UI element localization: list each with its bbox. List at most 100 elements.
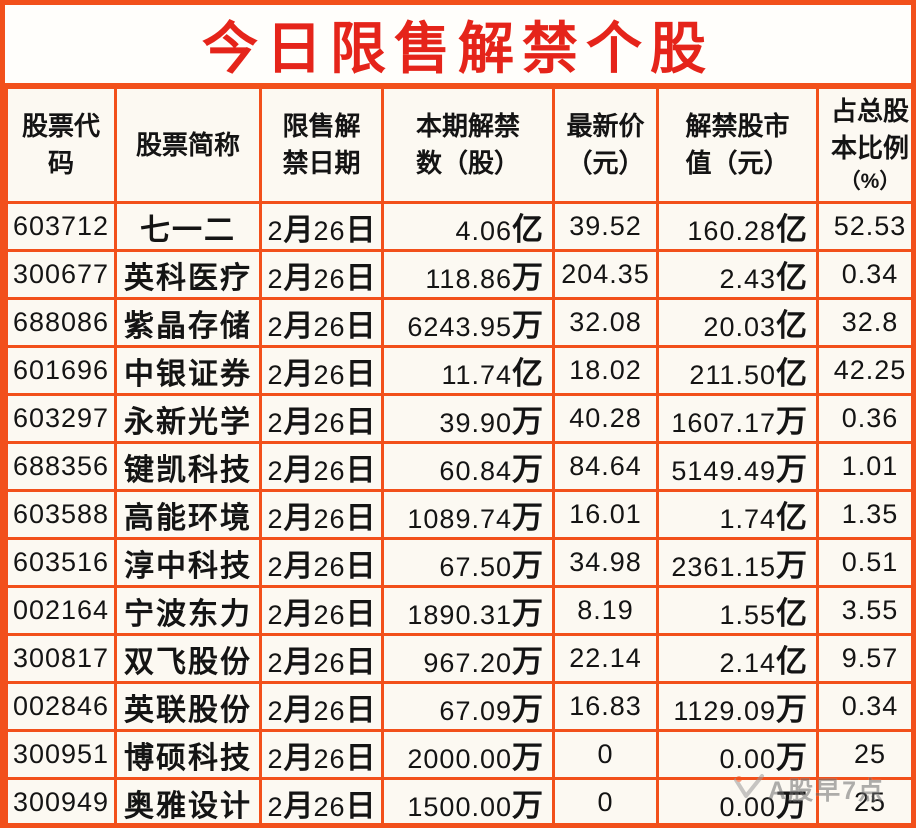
table-row: 603588 高能环境 2月26日 1089.74万 16.01 1.74亿 1…: [5, 489, 911, 540]
unlock-shares-cell: 60.84万: [381, 441, 555, 492]
pct-cell: 3.55: [816, 585, 911, 636]
unlock-shares-cell: 6243.95万: [381, 297, 555, 348]
table-row: 688086 紫晶存储 2月26日 6243.95万 32.08 20.03亿 …: [5, 297, 911, 348]
unlock-date-cell: 2月26日: [259, 393, 384, 444]
stock-name-cell: 博硕科技: [114, 729, 262, 780]
unlock-shares-cell: 4.06亿: [381, 201, 555, 252]
column-header-3: 本期解禁 数（股）: [381, 86, 555, 204]
table-row: 603297 永新光学 2月26日 39.90万 40.28 1607.17万 …: [5, 393, 911, 444]
latest-price-cell: 18.02: [552, 345, 659, 396]
stock-name-cell: 高能环境: [114, 489, 262, 540]
market-value-cell: 0.00万: [656, 729, 819, 780]
column-header-0: 股票代码: [5, 86, 117, 204]
unlock-date-cell: 2月26日: [259, 297, 384, 348]
unlock-shares-cell: 11.74亿: [381, 345, 555, 396]
stock-name-cell: 宁波东力: [114, 585, 262, 636]
pct-cell: 42.25: [816, 345, 911, 396]
stock-name-cell: 淳中科技: [114, 537, 262, 588]
unlock-shares-cell: 67.50万: [381, 537, 555, 588]
market-value-cell: 1607.17万: [656, 393, 819, 444]
pct-cell: 52.53: [816, 201, 911, 252]
table-row: 688356 键凯科技 2月26日 60.84万 84.64 5149.49万 …: [5, 441, 911, 492]
unlock-date-cell: 2月26日: [259, 537, 384, 588]
latest-price-cell: 0: [552, 777, 659, 823]
latest-price-cell: 84.64: [552, 441, 659, 492]
stock-code-cell: 603712: [5, 201, 117, 252]
latest-price-cell: 39.52: [552, 201, 659, 252]
market-value-cell: 0.00万: [656, 777, 819, 823]
pct-cell: 32.8: [816, 297, 911, 348]
stock-name-cell: 永新光学: [114, 393, 262, 444]
table-row: 601696 中银证券 2月26日 11.74亿 18.02 211.50亿 4…: [5, 345, 911, 396]
unlock-shares-cell: 39.90万: [381, 393, 555, 444]
market-value-cell: 2361.15万: [656, 537, 819, 588]
stock-name-cell: 中银证券: [114, 345, 262, 396]
table-row: 300951 博硕科技 2月26日 2000.00万 0 0.00万 25: [5, 729, 911, 780]
market-value-cell: 1129.09万: [656, 681, 819, 732]
stock-code-cell: 688086: [5, 297, 117, 348]
latest-price-cell: 32.08: [552, 297, 659, 348]
unlock-shares-cell: 1890.31万: [381, 585, 555, 636]
market-value-cell: 20.03亿: [656, 297, 819, 348]
table-row: 002846 英联股份 2月26日 67.09万 16.83 1129.09万 …: [5, 681, 911, 732]
market-value-cell: 5149.49万: [656, 441, 819, 492]
unlock-date-cell: 2月26日: [259, 201, 384, 252]
stock-code-cell: 300817: [5, 633, 117, 684]
pct-cell: 0.36: [816, 393, 911, 444]
unlock-shares-cell: 1089.74万: [381, 489, 555, 540]
unlock-date-cell: 2月26日: [259, 729, 384, 780]
stock-name-cell: 奥雅设计: [114, 777, 262, 823]
column-header-6: 占总股 本比例 （%）: [816, 86, 911, 204]
column-header-1: 股票简称: [114, 86, 262, 204]
stock-code-cell: 002164: [5, 585, 117, 636]
unlock-date-cell: 2月26日: [259, 681, 384, 732]
latest-price-cell: 40.28: [552, 393, 659, 444]
unlock-date-cell: 2月26日: [259, 489, 384, 540]
pct-cell: 0.34: [816, 681, 911, 732]
stock-code-cell: 002846: [5, 681, 117, 732]
latest-price-cell: 34.98: [552, 537, 659, 588]
stock-code-cell: 688356: [5, 441, 117, 492]
unlock-shares-cell: 1500.00万: [381, 777, 555, 823]
unlock-date-cell: 2月26日: [259, 777, 384, 823]
market-value-cell: 211.50亿: [656, 345, 819, 396]
table-row: 300817 双飞股份 2月26日 967.20万 22.14 2.14亿 9.…: [5, 633, 911, 684]
stock-code-cell: 603588: [5, 489, 117, 540]
unlock-shares-cell: 67.09万: [381, 681, 555, 732]
unlock-shares-cell: 967.20万: [381, 633, 555, 684]
unlock-shares-cell: 2000.00万: [381, 729, 555, 780]
unlock-shares-cell: 118.86万: [381, 249, 555, 300]
unlock-date-cell: 2月26日: [259, 441, 384, 492]
latest-price-cell: 16.83: [552, 681, 659, 732]
pct-cell: 0.51: [816, 537, 911, 588]
pct-cell: 9.57: [816, 633, 911, 684]
stock-code-cell: 300949: [5, 777, 117, 823]
column-header-4: 最新价 （元）: [552, 86, 659, 204]
table-row: 603712 七一二 2月26日 4.06亿 39.52 160.28亿 52.…: [5, 201, 911, 252]
page-title: 今日限售解禁个股: [5, 5, 911, 86]
unlock-date-cell: 2月26日: [259, 633, 384, 684]
market-value-cell: 2.14亿: [656, 633, 819, 684]
stock-name-cell: 紫晶存储: [114, 297, 262, 348]
stock-code-cell: 603297: [5, 393, 117, 444]
unlock-date-cell: 2月26日: [259, 249, 384, 300]
latest-price-cell: 22.14: [552, 633, 659, 684]
stock-code-cell: 603516: [5, 537, 117, 588]
market-value-cell: 2.43亿: [656, 249, 819, 300]
table-row: 300949 奥雅设计 2月26日 1500.00万 0 0.00万 25: [5, 777, 911, 823]
pct-cell: 25: [816, 729, 911, 780]
market-value-cell: 1.55亿: [656, 585, 819, 636]
latest-price-cell: 0: [552, 729, 659, 780]
stock-name-cell: 键凯科技: [114, 441, 262, 492]
market-value-cell: 160.28亿: [656, 201, 819, 252]
unlock-stocks-table: 股票代码股票简称 限售解 禁日期 本期解禁 数（股） 最新价 （元） 解禁股市 值（元） 占总股本…: [5, 86, 911, 823]
table-row: 300677 英科医疗 2月26日 118.86万 204.35 2.43亿 0…: [5, 249, 911, 300]
stock-name-cell: 英联股份: [114, 681, 262, 732]
unlock-date-cell: 2月26日: [259, 345, 384, 396]
market-value-cell: 1.74亿: [656, 489, 819, 540]
table-header-row: 股票代码股票简称 限售解 禁日期 本期解禁 数（股） 最新价 （元） 解禁股市 值（元） 占总股本…: [5, 86, 911, 204]
pct-cell: 1.01: [816, 441, 911, 492]
stock-code-cell: 601696: [5, 345, 117, 396]
stock-code-cell: 300677: [5, 249, 117, 300]
